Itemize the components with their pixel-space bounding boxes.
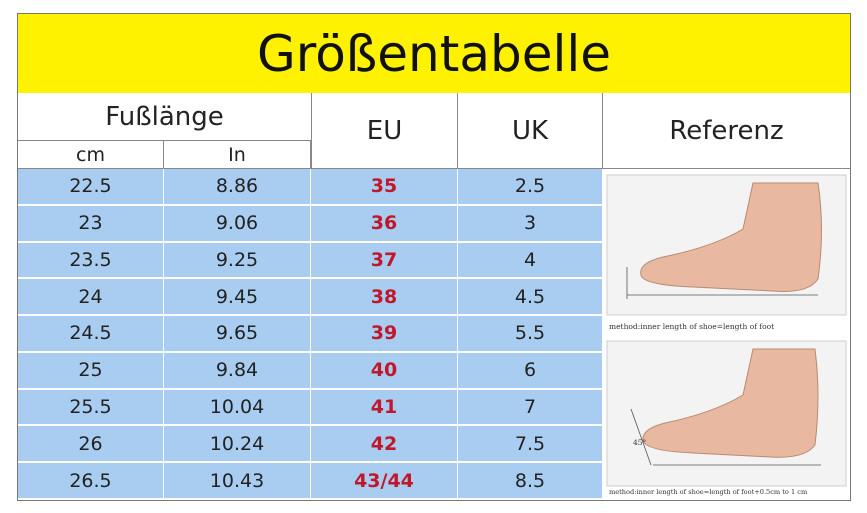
cm-cell: 24 [18,279,164,317]
in-header: In [164,141,311,169]
cm-header: cm [18,141,164,169]
cm-cell: 23 [18,205,164,243]
cm-cell: 26 [18,426,164,464]
foot-shape [640,182,822,292]
cm-cell: 25.5 [18,389,164,427]
in-cell: 9.45 [164,279,311,317]
eu-cell: 43/44 [311,463,458,500]
eu-cell: 39 [311,316,458,353]
uk-cell: 3 [458,205,603,243]
size-table: Größentabelle Fußlänge cm In EU UK Refer… [17,13,851,501]
eu-cell: 40 [311,352,458,390]
in-cell: 10.43 [164,463,311,500]
uk-header: UK [458,93,603,169]
eu-cell: 38 [311,279,458,317]
foot-illustrations: method:inner length of shoe=length of fo… [606,174,847,496]
angle-label: 45° [633,438,647,447]
in-cell: 9.06 [164,205,311,243]
cm-cell: 22.5 [18,169,164,206]
reference-header: Referenz [603,93,850,169]
in-cell: 8.86 [164,169,311,206]
caption: method:inner length of shoe=length of fo… [609,322,774,331]
cm-cell: 25 [18,352,164,390]
caption: method:inner length of shoe=length of fo… [609,488,808,496]
in-cell: 10.04 [164,389,311,427]
foot-shape [642,348,819,458]
eu-cell: 35 [311,169,458,206]
uk-cell: 5.5 [458,316,603,353]
cm-cell: 23.5 [18,242,164,280]
uk-cell: 6 [458,352,603,390]
eu-cell: 42 [311,426,458,464]
eu-cell: 37 [311,242,458,280]
uk-cell: 7 [458,389,603,427]
angle-line [630,408,652,466]
uk-cell: 7.5 [458,426,603,464]
foot-length-header: Fußlänge [18,93,311,141]
in-cell: 10.24 [164,426,311,464]
in-cell: 9.84 [164,352,311,390]
table-title: Größentabelle [18,14,850,94]
eu-header: EU [311,93,458,169]
uk-cell: 8.5 [458,463,603,500]
in-cell: 9.65 [164,316,311,353]
uk-cell: 4.5 [458,279,603,317]
reference-images: method:inner length of shoe=length of fo… [603,169,850,500]
uk-cell: 4 [458,242,603,280]
eu-cell: 36 [311,205,458,243]
cm-cell: 24.5 [18,316,164,353]
in-cell: 9.25 [164,242,311,280]
cm-cell: 26.5 [18,463,164,500]
uk-cell: 2.5 [458,169,603,206]
eu-cell: 41 [311,389,458,427]
